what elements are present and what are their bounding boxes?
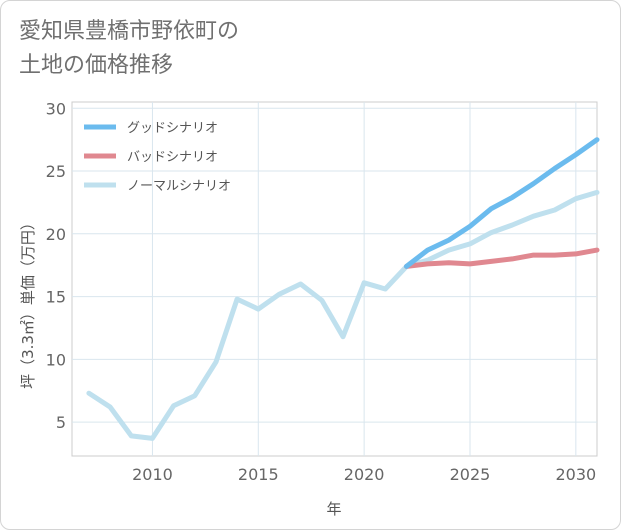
x-tick-label: 2030 [555, 465, 596, 484]
y-axis-ticks: 5 10 15 20 25 30 [46, 99, 66, 432]
legend-label: グッドシナリオ [127, 121, 218, 136]
x-tick-label: 2010 [132, 465, 173, 484]
y-axis-label: 坪（3.3㎡）単価（万円） [19, 215, 37, 389]
x-tick-label: 2025 [450, 465, 491, 484]
y-tick-label: 20 [46, 225, 66, 244]
series-lines [86, 137, 600, 441]
y-tick-label: 15 [46, 288, 66, 307]
series-line-2 [86, 189, 600, 441]
series-line-0 [404, 137, 600, 269]
plot-area [71, 101, 598, 457]
y-tick-label: 30 [46, 99, 66, 118]
y-tick-label: 25 [46, 162, 66, 181]
grid-lines [72, 102, 597, 456]
x-axis-ticks: 2010 2015 2020 2025 2030 [132, 465, 596, 484]
y-tick-label: 5 [56, 413, 66, 432]
y-tick-label: 10 [46, 350, 66, 369]
chart-title: 愛知県豊橋市野依町の 土地の価格推移 [19, 19, 240, 78]
legend-label: ノーマルシナリオ [127, 179, 231, 194]
series-line-1 [404, 247, 600, 269]
legend-label: バッドシナリオ [127, 150, 218, 165]
x-tick-label: 2020 [344, 465, 385, 484]
x-tick-label: 2015 [238, 465, 279, 484]
x-axis-label: 年 [326, 500, 341, 518]
